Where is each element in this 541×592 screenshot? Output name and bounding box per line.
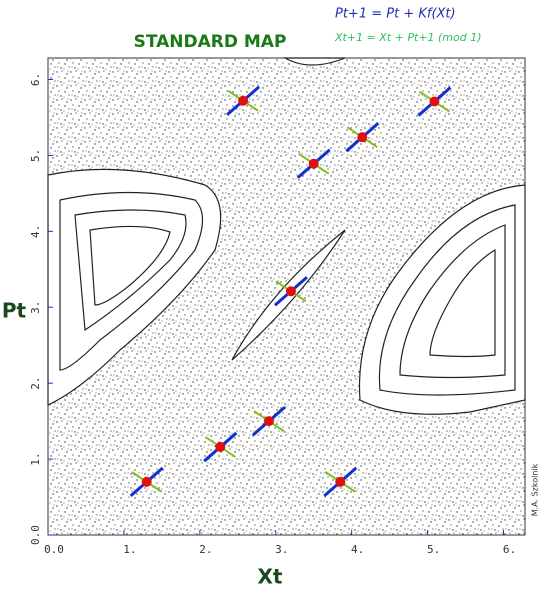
y-tick-label: 1.: [29, 452, 42, 465]
equation: Xt+1 = Xt + Pt+1 (mod 1): [334, 31, 482, 44]
y-tick-label: 6.: [29, 73, 42, 86]
fixed-point: [285, 286, 296, 297]
fixed-point: [238, 95, 249, 106]
y-axis-label: Pt: [2, 299, 27, 323]
fixed-point: [357, 132, 368, 143]
y-tick-label: 3.: [29, 301, 42, 314]
y-tick-label: 0.0: [29, 525, 42, 545]
x-tick-label: 0.0: [44, 543, 64, 556]
fixed-point: [215, 441, 226, 452]
signature: M.A. Szkolnik: [531, 463, 540, 516]
fixed-point: [308, 158, 319, 169]
x-tick-label: 5.: [427, 543, 440, 556]
x-tick-label: 3.: [275, 543, 288, 556]
fixed-point: [335, 476, 346, 487]
chart-title: STANDARD MAP: [134, 32, 287, 52]
fixed-point: [141, 476, 152, 487]
x-tick-label: 6.: [503, 543, 516, 556]
y-tick-label: 2.: [29, 377, 42, 390]
fixed-point: [263, 416, 274, 427]
equation: Pt+1 = Pt + Kf(Xt): [335, 7, 456, 22]
y-tick-label: 4.: [29, 225, 42, 238]
x-tick-label: 2.: [199, 543, 212, 556]
plot-area: [47, 57, 526, 536]
x-axis-label: Xt: [258, 565, 283, 589]
islands: [47, 57, 526, 415]
x-tick-label: 1.: [123, 543, 136, 556]
x-tick-label: 4.: [351, 543, 364, 556]
y-tick-label: 5.: [29, 149, 42, 162]
fixed-point: [429, 96, 440, 107]
